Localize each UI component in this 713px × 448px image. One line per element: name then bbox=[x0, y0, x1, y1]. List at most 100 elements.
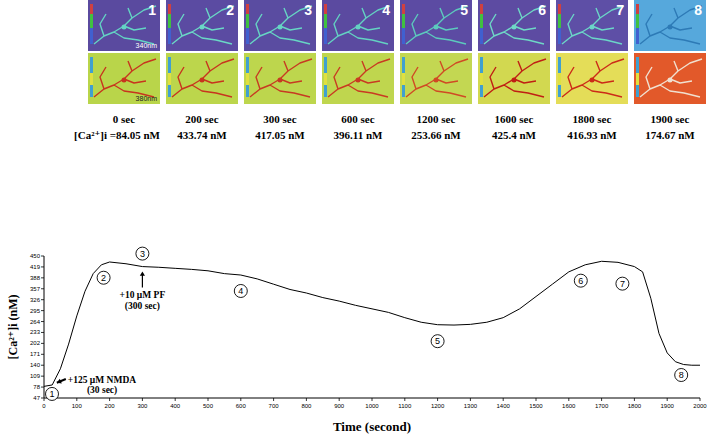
time-point-label: 1 bbox=[49, 389, 54, 399]
neurite bbox=[484, 59, 546, 97]
color-scale bbox=[636, 57, 639, 97]
x-tick-label: 1100 bbox=[398, 403, 412, 409]
frame-number: 3 bbox=[304, 2, 312, 18]
y-tick bbox=[41, 256, 44, 257]
color-scale bbox=[480, 14, 483, 28]
time-point-markers: 12345678 bbox=[46, 247, 688, 400]
color-scale bbox=[636, 73, 639, 85]
x-tick bbox=[470, 398, 471, 401]
color-scale bbox=[636, 14, 639, 28]
frame-time: 300 sec bbox=[263, 113, 296, 125]
x-tick-label: 700 bbox=[269, 403, 280, 409]
x-tick-label: 100 bbox=[72, 403, 83, 409]
color-scale bbox=[480, 4, 483, 44]
time-point-circle bbox=[234, 284, 247, 297]
y-tick-label: 171 bbox=[30, 351, 41, 357]
image-340 bbox=[322, 0, 394, 51]
neurite bbox=[640, 59, 702, 97]
neurite bbox=[328, 59, 390, 97]
time-point-label: 4 bbox=[238, 286, 243, 296]
image-340 bbox=[400, 0, 472, 51]
x-tick bbox=[109, 398, 110, 401]
plot-area bbox=[44, 261, 700, 386]
time-point: 3 bbox=[136, 247, 149, 260]
image-380 bbox=[400, 53, 472, 104]
x-tick bbox=[372, 398, 373, 401]
y-tick bbox=[41, 321, 44, 322]
x-tick bbox=[339, 398, 340, 401]
wavelength: 380nm bbox=[136, 95, 158, 102]
arrow bbox=[57, 379, 66, 383]
color-scale bbox=[90, 57, 93, 97]
neurite bbox=[94, 59, 156, 97]
y-tick bbox=[41, 266, 44, 267]
image-frame: 51200 sec253.66 nM bbox=[400, 0, 472, 141]
time-point-label: 6 bbox=[578, 276, 583, 286]
y-tick bbox=[41, 332, 44, 333]
x-axis-title: Time (second) bbox=[333, 419, 411, 434]
x-tick bbox=[568, 398, 569, 401]
image-380 bbox=[88, 53, 160, 104]
color-scale bbox=[168, 4, 171, 44]
x-tick-label: 200 bbox=[105, 403, 116, 409]
soma bbox=[668, 78, 673, 83]
y-tick bbox=[41, 277, 44, 278]
soma bbox=[434, 25, 439, 30]
frame-time: 1200 sec bbox=[417, 113, 456, 125]
x-tick bbox=[208, 398, 209, 401]
y-tick bbox=[41, 387, 44, 388]
neurite bbox=[172, 6, 234, 44]
color-scale bbox=[246, 28, 249, 44]
image-frame: 81900 sec174.67 nM bbox=[634, 0, 706, 141]
soma bbox=[356, 25, 361, 30]
time-point-label: 7 bbox=[620, 279, 625, 289]
frame-time: 0 sec bbox=[113, 113, 135, 125]
x-tick-label: 1000 bbox=[365, 403, 379, 409]
x-tick bbox=[44, 398, 45, 401]
y-tick-label: 326 bbox=[30, 297, 41, 303]
neurite bbox=[406, 59, 468, 97]
color-scale bbox=[558, 57, 561, 97]
color-scale bbox=[402, 4, 405, 44]
frame-number: 5 bbox=[460, 2, 468, 18]
color-scale bbox=[168, 57, 171, 97]
soma bbox=[356, 78, 361, 83]
x-tick-label: 1700 bbox=[595, 403, 609, 409]
x-tick bbox=[601, 398, 602, 401]
image-frame: 2200 sec433.74 nM bbox=[166, 0, 238, 141]
x-tick bbox=[76, 398, 77, 401]
y-tick bbox=[41, 343, 44, 344]
frame-time: 600 sec bbox=[341, 113, 374, 125]
annotation-text: +10 μM PF bbox=[120, 290, 166, 300]
frame-time: 1800 sec bbox=[573, 113, 612, 125]
x-tick bbox=[240, 398, 241, 401]
x-tick-label: 500 bbox=[203, 403, 214, 409]
frame-calcium: 417.05 nM bbox=[255, 129, 305, 141]
image-340 bbox=[478, 0, 550, 51]
time-point: 7 bbox=[616, 277, 629, 290]
time-point-circle bbox=[574, 274, 587, 287]
color-scale bbox=[636, 4, 639, 44]
color-scale bbox=[558, 28, 561, 44]
x-tick bbox=[634, 398, 635, 401]
image-frame: 3 300 sec 417.05 nM bbox=[244, 0, 316, 141]
y-tick bbox=[41, 299, 44, 300]
arrow bbox=[142, 275, 143, 288]
y-axis-title: [Ca²⁺]i (nM) bbox=[6, 295, 20, 360]
image-380 bbox=[322, 53, 394, 104]
time-point: 6 bbox=[574, 274, 587, 287]
soma bbox=[122, 25, 127, 30]
image-340 bbox=[556, 0, 628, 51]
x-tick-label: 1500 bbox=[529, 403, 543, 409]
color-scale bbox=[480, 57, 483, 97]
x-tick bbox=[667, 398, 668, 401]
x-tick-label: 800 bbox=[301, 403, 312, 409]
time-point-circle bbox=[136, 247, 149, 260]
x-tick bbox=[503, 398, 504, 401]
frame-number: 1 bbox=[148, 2, 156, 18]
neurite bbox=[250, 59, 312, 97]
axes: 4778109140171202233264295326357388419450… bbox=[6, 253, 707, 434]
color-scale bbox=[168, 73, 171, 85]
frame-calcium: 174.67 nM bbox=[645, 129, 695, 141]
time-point: 2 bbox=[97, 271, 110, 284]
